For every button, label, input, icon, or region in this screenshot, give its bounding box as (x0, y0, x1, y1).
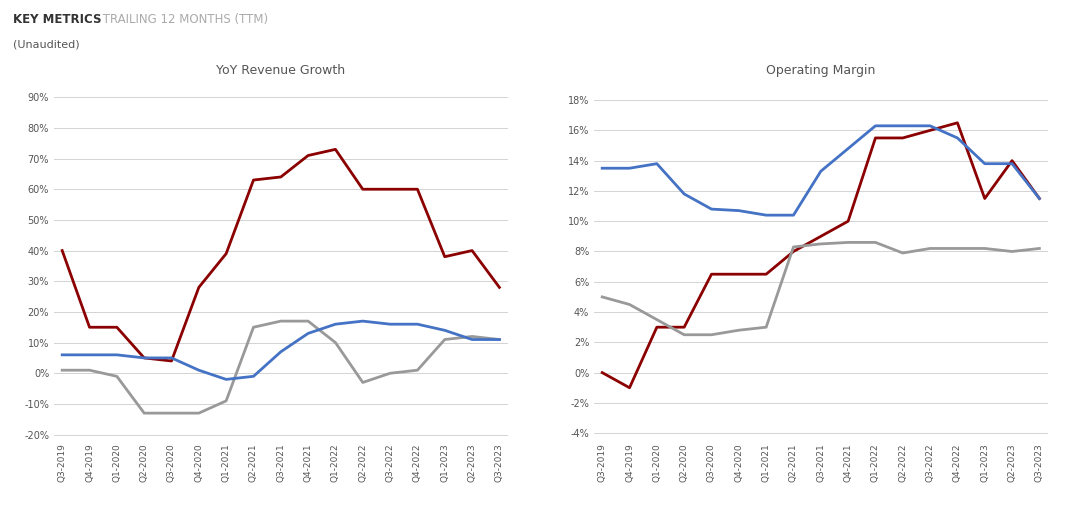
Title: Operating Margin: Operating Margin (766, 64, 876, 77)
Text: KEY METRICS: KEY METRICS (13, 13, 102, 26)
Text: TRAILING 12 MONTHS (TTM): TRAILING 12 MONTHS (TTM) (99, 13, 269, 26)
Text: (Unaudited): (Unaudited) (13, 40, 80, 50)
Title: YoY Revenue Growth: YoY Revenue Growth (216, 64, 346, 77)
